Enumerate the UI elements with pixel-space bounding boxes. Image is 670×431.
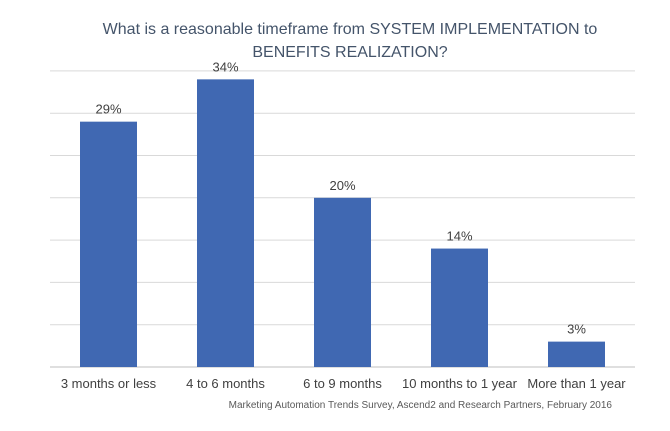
data-label: 14%	[446, 229, 472, 244]
category-label: More than 1 year	[527, 376, 626, 391]
bar	[548, 341, 605, 367]
bar	[197, 79, 254, 368]
chart-title: What is a reasonable timeframe from SYST…	[60, 18, 640, 64]
data-label: 29%	[95, 102, 121, 117]
bar	[80, 121, 137, 367]
category-label: 10 months to 1 year	[402, 376, 518, 391]
data-label: 3%	[567, 322, 586, 337]
category-label: 6 to 9 months	[303, 376, 382, 391]
bar	[314, 197, 371, 367]
category-label: 3 months or less	[61, 376, 157, 391]
chart-title-line-2: BENEFITS REALIZATION?	[252, 44, 448, 61]
category-label: 4 to 6 months	[186, 376, 265, 391]
source-note: Marketing Automation Trends Survey, Asce…	[228, 400, 612, 411]
data-label: 20%	[329, 178, 355, 193]
data-label: 34%	[212, 59, 238, 74]
bar	[431, 248, 488, 367]
chart-title-line-1: What is a reasonable timeframe from SYST…	[102, 21, 598, 38]
